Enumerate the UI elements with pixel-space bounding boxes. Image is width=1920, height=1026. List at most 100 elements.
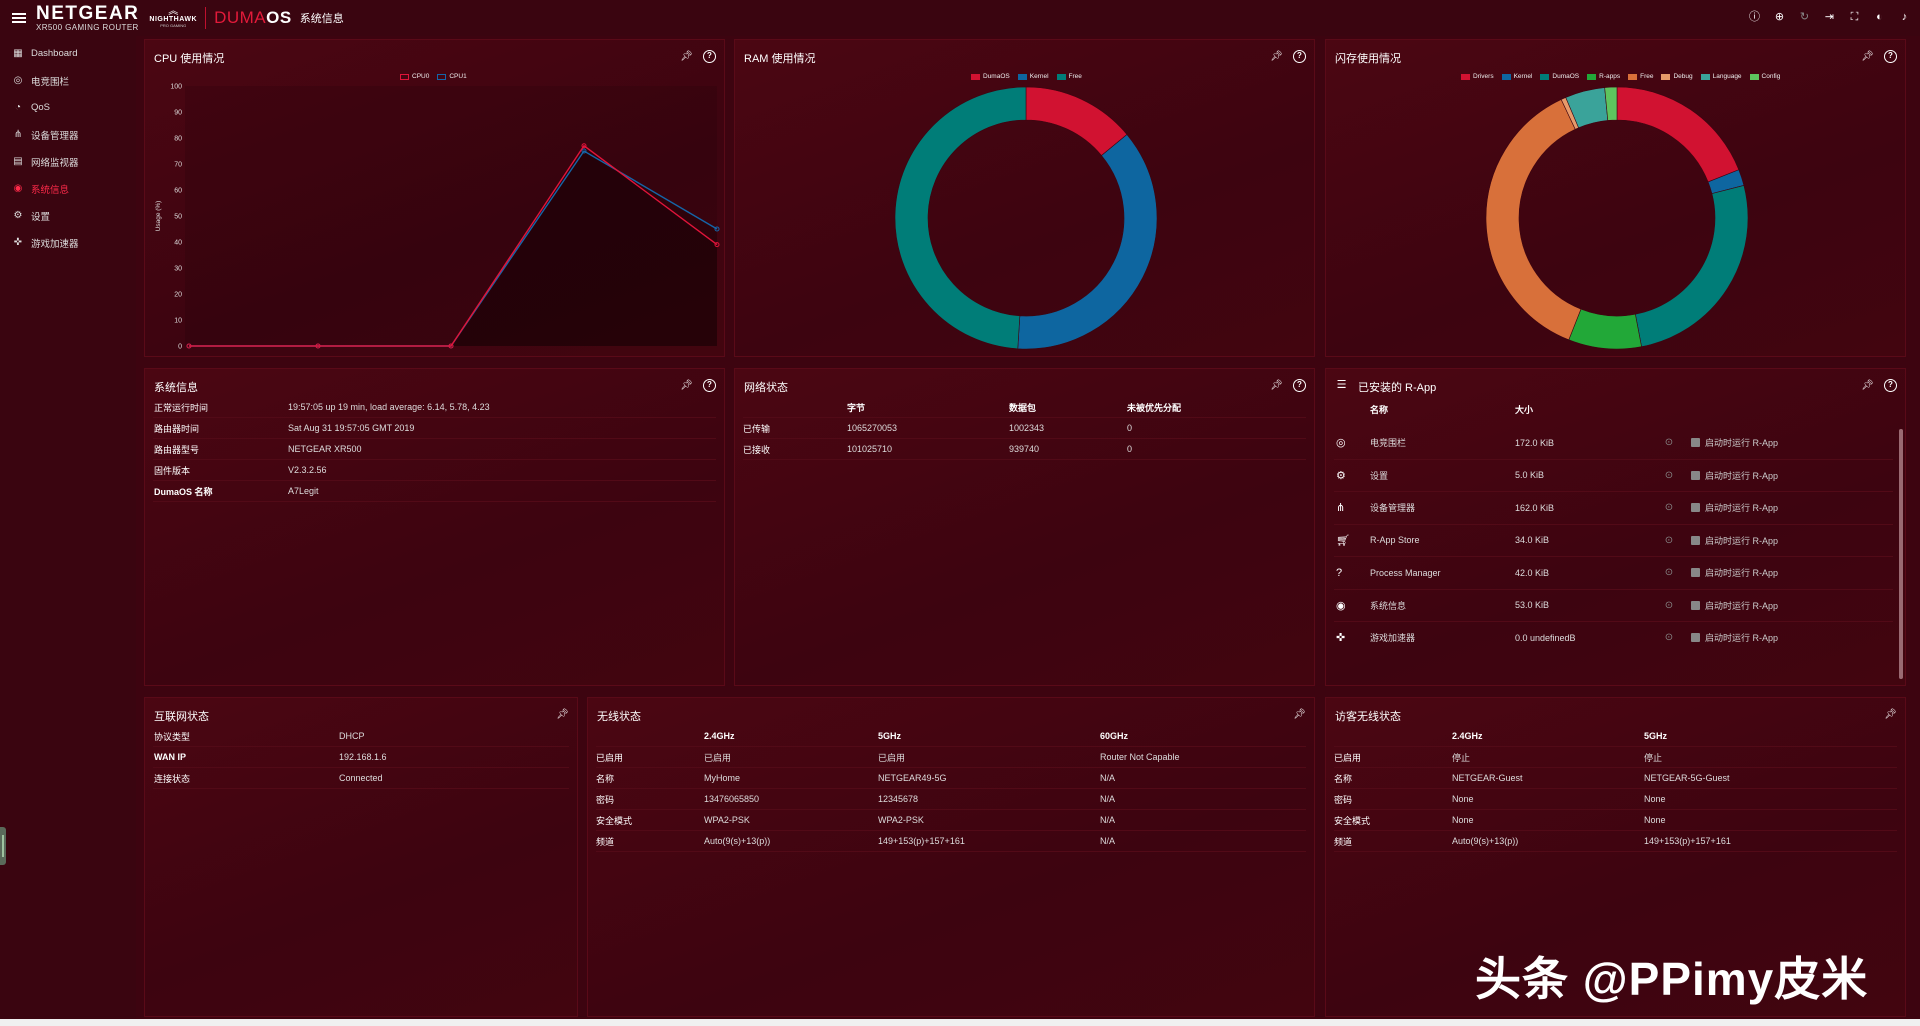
refresh-icon[interactable]: ↻ bbox=[1799, 11, 1810, 23]
play-icon[interactable]: ⊙ bbox=[1664, 534, 1674, 546]
globe-icon[interactable]: ⊕ bbox=[1774, 11, 1785, 23]
run-on-boot-checkbox[interactable] bbox=[1691, 438, 1700, 448]
table-row: 正常运行时间 19:57:05 up 19 min, load average: … bbox=[153, 397, 716, 418]
pin-icon[interactable]: 📌︎ bbox=[1270, 51, 1283, 62]
qos-icon: ◔ bbox=[14, 102, 22, 113]
rapp-size: 172.0 KiB bbox=[1515, 437, 1555, 448]
legend-item: Language bbox=[1700, 73, 1742, 80]
help-icon[interactable]: ? bbox=[1884, 379, 1897, 392]
play-icon[interactable]: ⊙ bbox=[1664, 632, 1674, 644]
table-cell: 13476065850 bbox=[704, 794, 760, 804]
brand-divider bbox=[205, 7, 207, 29]
run-on-boot-checkbox[interactable] bbox=[1691, 535, 1700, 545]
pin-icon[interactable]: 📌︎ bbox=[1861, 51, 1874, 62]
panel-title: CPU 使用情况 bbox=[154, 53, 225, 65]
play-icon[interactable]: ⊙ bbox=[1664, 469, 1674, 481]
pin-icon[interactable]: 📌︎ bbox=[1861, 380, 1874, 391]
sidebar-item-game-booster[interactable]: ✜ 游戏加速器 bbox=[0, 229, 136, 256]
info-icon[interactable]: ⓘ bbox=[1749, 11, 1760, 23]
help-icon[interactable]: ? bbox=[1293, 379, 1306, 392]
table-cell: N/A bbox=[1100, 836, 1116, 846]
run-on-boot-checkbox[interactable] bbox=[1691, 503, 1700, 513]
pin-icon[interactable]: 📌︎ bbox=[1293, 709, 1306, 720]
sidebar-item-network-monitor[interactable]: ▤ 网络监视器 bbox=[0, 148, 136, 175]
bell-icon[interactable]: ♪ bbox=[1901, 11, 1908, 23]
run-on-boot-checkbox[interactable] bbox=[1691, 633, 1700, 643]
help-icon[interactable]: ? bbox=[703, 50, 716, 63]
geofence-icon: ◎ bbox=[1336, 437, 1346, 450]
row-label: 名称 bbox=[596, 773, 615, 784]
panel-title: 无线状态 bbox=[597, 711, 641, 723]
play-icon[interactable]: ⊙ bbox=[1664, 502, 1674, 514]
legend-swatch bbox=[1540, 73, 1550, 80]
sidebar-item-label: 设置 bbox=[31, 211, 51, 223]
nighthawk-logo: ︽ NIGHTHAWK PRO GAMING bbox=[149, 7, 197, 29]
run-on-boot-checkbox[interactable] bbox=[1691, 568, 1700, 578]
run-on-boot-toggle[interactable]: 启动时运行 R-App bbox=[1691, 566, 1778, 579]
play-icon[interactable]: ⊙ bbox=[1664, 567, 1674, 579]
run-on-boot-checkbox[interactable] bbox=[1691, 600, 1700, 610]
pin-icon[interactable]: 📌︎ bbox=[1884, 709, 1897, 720]
legend-item: Kernel bbox=[1017, 73, 1049, 80]
sidebar-item-dashboard[interactable]: ▦ Dashboard bbox=[0, 40, 136, 67]
menu-icon[interactable] bbox=[12, 13, 26, 23]
pin-icon[interactable]: 📌︎ bbox=[680, 51, 693, 62]
sidebar-item-settings[interactable]: ⚙ 设置 bbox=[0, 202, 136, 229]
watermark: 头条 @PPimy皮米 bbox=[1475, 953, 1869, 1005]
run-on-boot-toggle[interactable]: 启动时运行 R-App bbox=[1691, 469, 1778, 482]
play-icon[interactable]: ⊙ bbox=[1664, 437, 1674, 449]
help-icon[interactable]: ? bbox=[1293, 50, 1306, 63]
run-on-boot-toggle[interactable]: 启动时运行 R-App bbox=[1691, 436, 1778, 449]
table-cell: NETGEAR49-5G bbox=[878, 773, 947, 783]
row-label: 已传输 bbox=[743, 423, 771, 434]
legend-item-cpu0: CPU0 bbox=[400, 73, 429, 80]
settings-icon: ⚙ bbox=[1336, 469, 1346, 482]
internet-status-panel: 互联网状态 📌︎ 协议类型 DHCP WAN IP 192.168.1.6 连接状态… bbox=[144, 697, 578, 1017]
logout-icon[interactable]: ⇥ bbox=[1824, 11, 1835, 23]
sidebar-item-geofence[interactable]: ◎ 电竞围栏 bbox=[0, 67, 136, 94]
list-item: ⋔ 设备管理器 162.0 KiB ⊙ 启动时运行 R-App bbox=[1334, 492, 1893, 525]
installed-rapps-panel: ☰ 已安装的 R-App 📌︎ ? 名称 大小 ◎ 电竞围栏 172.0 KiB ⊙ 启… bbox=[1325, 368, 1906, 686]
scrollbar[interactable] bbox=[1899, 429, 1903, 679]
fullscreen-icon[interactable]: ⛶ bbox=[1850, 11, 1859, 23]
sidebar-item-device-manager[interactable]: ⋔ 设备管理器 bbox=[0, 121, 136, 148]
sidebar-item-qos[interactable]: ◔ QoS bbox=[0, 94, 136, 121]
table-header: 名称 大小 bbox=[1370, 399, 1670, 420]
run-on-boot-toggle[interactable]: 启动时运行 R-App bbox=[1691, 501, 1778, 514]
slice-free bbox=[894, 86, 1027, 350]
table-cell: 0 bbox=[1127, 444, 1133, 454]
ram-usage-panel: RAM 使用情况 📌︎ ? DumaOS Kernel Free bbox=[734, 39, 1315, 357]
run-on-boot-checkbox[interactable] bbox=[1691, 470, 1700, 480]
row-label: 密码 bbox=[1334, 794, 1353, 805]
legend-item: Kernel bbox=[1501, 73, 1532, 80]
help-icon[interactable]: ? bbox=[1884, 50, 1897, 63]
pin-icon[interactable]: 📌︎ bbox=[1270, 380, 1283, 391]
network-status-table: 字节 数据包 未被优先分配 已传输 1065270053 1002343 0 已… bbox=[743, 397, 1306, 460]
run-on-boot-toggle[interactable]: 启动时运行 R-App bbox=[1691, 631, 1778, 644]
run-on-boot-toggle[interactable]: 启动时运行 R-App bbox=[1691, 599, 1778, 612]
nighthawk-subtext: PRO GAMING bbox=[160, 23, 187, 28]
panel-title: 互联网状态 bbox=[154, 711, 209, 723]
cart-icon: 🛒︎ bbox=[1336, 534, 1350, 547]
palette-icon[interactable]: ◐ bbox=[1876, 11, 1883, 23]
legend-label: Kernel bbox=[1029, 73, 1049, 80]
rapp-list[interactable]: ◎ 电竞围栏 172.0 KiB ⊙ 启动时运行 R-App ⚙ 设置 5.0 KiB ⊙ 启动时… bbox=[1334, 427, 1893, 649]
panel-title: 已安装的 R-App bbox=[1358, 382, 1437, 394]
run-on-boot-toggle[interactable]: 启动时运行 R-App bbox=[1691, 534, 1778, 547]
sidebar-item-system-info[interactable]: ◉ 系统信息 bbox=[0, 175, 136, 202]
scrollbar-thumb[interactable] bbox=[1899, 429, 1903, 679]
pin-icon[interactable]: 📌︎ bbox=[556, 709, 569, 720]
legend-item: Config bbox=[1749, 73, 1780, 80]
help-icon[interactable]: ? bbox=[703, 379, 716, 392]
play-icon[interactable]: ⊙ bbox=[1664, 599, 1674, 611]
legend-swatch bbox=[400, 73, 409, 80]
list-menu-icon[interactable]: ☰ bbox=[1336, 379, 1347, 391]
slice-free bbox=[1485, 99, 1582, 341]
rapp-size: 42.0 KiB bbox=[1515, 567, 1550, 578]
legend-swatch bbox=[1661, 73, 1671, 80]
rapp-name: Process Manager bbox=[1370, 567, 1441, 578]
sidebar-drag-handle[interactable] bbox=[0, 827, 6, 865]
slice-drivers bbox=[1616, 86, 1740, 183]
slice-dumaos bbox=[1635, 185, 1749, 348]
pin-icon[interactable]: 📌︎ bbox=[680, 380, 693, 391]
